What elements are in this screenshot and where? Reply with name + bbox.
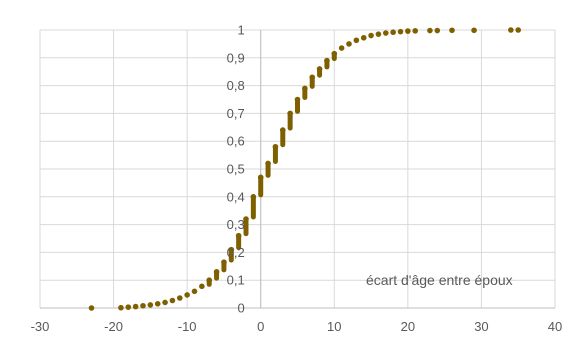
data-point: [309, 74, 316, 81]
data-point: [471, 27, 477, 34]
data-point: [360, 34, 367, 41]
data-point: [412, 28, 419, 34]
y-tick-label: 1: [237, 23, 244, 38]
data-points: [88, 27, 522, 311]
data-point: [88, 305, 95, 311]
y-tick-label: 0,7: [227, 106, 245, 121]
data-point: [449, 27, 455, 34]
data-point: [199, 283, 205, 290]
y-tick-label: 0,4: [227, 189, 245, 204]
data-point: [265, 160, 271, 167]
data-point: [125, 304, 132, 310]
data-point: [191, 288, 198, 295]
y-tick-label: 0,1: [227, 273, 245, 288]
x-tick-label: -30: [31, 319, 50, 334]
x-tick-label: 20: [401, 319, 415, 334]
data-point: [272, 143, 279, 150]
data-point: [427, 27, 433, 34]
data-point: [331, 50, 338, 57]
data-point: [382, 30, 389, 36]
data-point: [213, 269, 220, 275]
data-point: [221, 259, 227, 265]
x-tick-label: 40: [548, 319, 562, 334]
data-point: [228, 246, 235, 253]
x-tick-label: -20: [104, 319, 123, 334]
data-point: [368, 32, 374, 39]
x-tick-label: -10: [178, 319, 197, 334]
data-point: [176, 295, 183, 301]
data-point: [184, 292, 190, 298]
data-point: [279, 127, 286, 133]
y-tick-label: 0,6: [227, 134, 245, 149]
data-point: [243, 216, 249, 222]
data-point: [316, 66, 323, 72]
data-point: [287, 110, 293, 117]
x-tick-label: 10: [327, 319, 341, 334]
tick-labels: -30 -20 -10 0 10 20 30 40 0 0,1 0,2 0,3 0,4 0,5 0,6 0,7…: [31, 23, 563, 335]
data-point: [353, 37, 360, 44]
data-point: [235, 232, 242, 239]
data-point: [346, 41, 352, 47]
x-tick-label: 30: [474, 319, 488, 334]
y-tick-label: 0,3: [227, 217, 245, 232]
x-tick-label: 0: [257, 319, 264, 334]
data-point: [515, 27, 522, 33]
data-point: [294, 96, 301, 103]
data-point: [147, 302, 154, 308]
y-tick-label: 0,8: [227, 78, 245, 93]
grid-lines: [39, 29, 556, 308]
data-point: [434, 27, 441, 34]
data-point: [140, 302, 146, 309]
data-point: [375, 31, 382, 37]
data-point: [302, 85, 308, 92]
data-point: [390, 29, 396, 36]
data-point: [508, 27, 514, 33]
y-tick-label: 0,2: [227, 245, 245, 260]
y-tick-label: 0,5: [227, 162, 245, 177]
data-point: [162, 299, 168, 306]
data-point: [324, 57, 330, 64]
data-point: [257, 174, 264, 181]
x-axis-title: écart d'âge entre époux: [366, 272, 513, 288]
data-point: [397, 28, 404, 35]
y-tick-label: 0: [237, 301, 244, 316]
data-point: [338, 45, 345, 51]
data-point: [132, 303, 139, 310]
data-point: [154, 301, 161, 307]
data-point: [206, 277, 213, 284]
data-point: [118, 304, 124, 311]
data-point: [405, 28, 411, 34]
y-tick-label: 0,9: [227, 50, 245, 65]
data-point: [169, 297, 176, 304]
data-point: [250, 194, 257, 200]
